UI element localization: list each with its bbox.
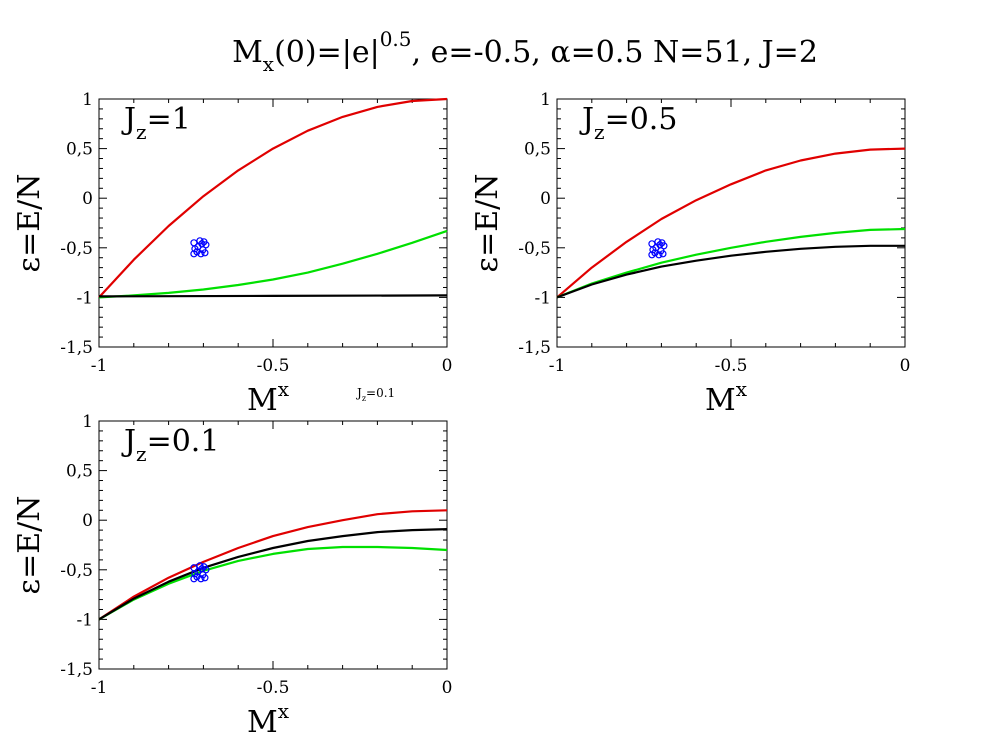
title-suffix: , e=-0.5, α=0.5 N=51, J=2 <box>412 35 818 70</box>
y-tick-label: -0,5 <box>518 239 551 259</box>
cluster-marker <box>652 244 660 252</box>
cluster-marker <box>200 563 208 571</box>
panel-label: Jz=0.1 <box>121 424 219 466</box>
title-prefix: M <box>232 35 263 70</box>
x-tick-label: 0 <box>900 356 911 376</box>
cluster-marker <box>190 250 198 258</box>
x-tick-label: -1 <box>549 356 566 376</box>
cluster-marker <box>659 250 667 258</box>
y-tick-label: -1,5 <box>518 338 551 358</box>
x-axis-label: Mx <box>247 377 290 418</box>
x-axis-label-sup: x <box>278 699 290 723</box>
cluster-marker <box>200 238 208 246</box>
series-line-red <box>556 147 906 299</box>
cluster-marker <box>190 575 198 583</box>
y-tick-label: 0,5 <box>66 140 93 160</box>
y-axis-label: ε=E/N <box>12 174 47 273</box>
cluster-marker <box>197 250 205 258</box>
y-tick-label: 1 <box>82 90 93 110</box>
x-tick-label: -0.5 <box>257 678 290 698</box>
series-line-green <box>98 229 448 299</box>
x-tick-label: 0 <box>442 356 453 376</box>
cluster-marker <box>201 249 209 257</box>
y-tick-label: -1 <box>534 288 551 308</box>
cluster-marker <box>197 575 205 583</box>
panel-label-sub: z <box>136 120 147 144</box>
y-tick-label: 1 <box>82 412 93 432</box>
panel-label: Jz=1 <box>121 102 191 144</box>
series-line-green <box>556 227 906 299</box>
x-axis-label-sup: x <box>278 377 290 401</box>
y-tick-label: 0,5 <box>66 462 93 482</box>
y-tick-label: 0 <box>82 511 93 531</box>
cluster-marker <box>655 251 663 259</box>
y-tick-label: -1 <box>76 288 93 308</box>
x-axis-label-main: M <box>247 383 278 418</box>
cluster-marker <box>201 574 209 582</box>
x-axis-label: Mx <box>247 699 290 740</box>
cluster-marker <box>648 251 656 259</box>
x-axis-label-main: M <box>705 383 736 418</box>
y-axis-label: ε=E/N <box>470 174 505 273</box>
y-axis-label: ε=E/N <box>12 496 47 595</box>
panel-label-main: J <box>121 102 136 137</box>
x-tick-label: -1 <box>91 356 108 376</box>
series-line-black <box>98 294 448 298</box>
panel-label-main: J <box>579 102 594 137</box>
x-tick-label: 0 <box>442 678 453 698</box>
stray-label-sub: z <box>362 394 366 403</box>
title-middle: (0)=|e| <box>274 35 380 70</box>
panel-label-sub: z <box>136 442 147 466</box>
panel-label-sub: z <box>594 120 605 144</box>
y-tick-label: 0,5 <box>524 140 551 160</box>
title-superscript: 0.5 <box>380 27 412 51</box>
y-tick-label: 0 <box>540 189 551 209</box>
y-tick-label: -1 <box>76 610 93 630</box>
series-line-green <box>98 545 448 621</box>
x-axis-label-main: M <box>247 705 278 740</box>
y-tick-label: -0,5 <box>60 561 93 581</box>
x-axis-label: Mx <box>705 377 748 418</box>
panel-label-main: J <box>121 424 136 459</box>
y-tick-label: -0,5 <box>60 239 93 259</box>
y-tick-label: -1,5 <box>60 660 93 680</box>
y-tick-label: 1 <box>540 90 551 110</box>
x-axis-label-sup: x <box>736 377 748 401</box>
x-tick-label: -1 <box>91 678 108 698</box>
panel-label-rest: =0.1 <box>147 424 220 459</box>
series-line-black <box>98 528 448 621</box>
series-line-red <box>98 509 448 621</box>
stray-label-main: J <box>355 386 362 400</box>
panel-label: Jz=0.5 <box>579 102 677 144</box>
panel-label-rest: =1 <box>147 102 191 137</box>
stray-label: Jz=0.1 <box>355 386 395 403</box>
series-line-red <box>98 97 448 299</box>
panel-label-rest: =0.5 <box>605 102 678 137</box>
figure-title: Mx(0)=|e|0.5, e=-0.5, α=0.5 N=51, J=2 <box>232 27 818 76</box>
x-tick-label: -0.5 <box>715 356 748 376</box>
stray-label-rest: =0.1 <box>366 386 395 400</box>
y-tick-label: -1,5 <box>60 338 93 358</box>
cluster-marker <box>658 239 666 247</box>
title-subscript: x <box>263 52 275 76</box>
cluster-marker <box>194 243 202 251</box>
y-tick-label: 0 <box>82 189 93 209</box>
series-line-black <box>556 244 905 299</box>
x-tick-label: -0.5 <box>257 356 290 376</box>
cluster-marker <box>194 568 202 576</box>
